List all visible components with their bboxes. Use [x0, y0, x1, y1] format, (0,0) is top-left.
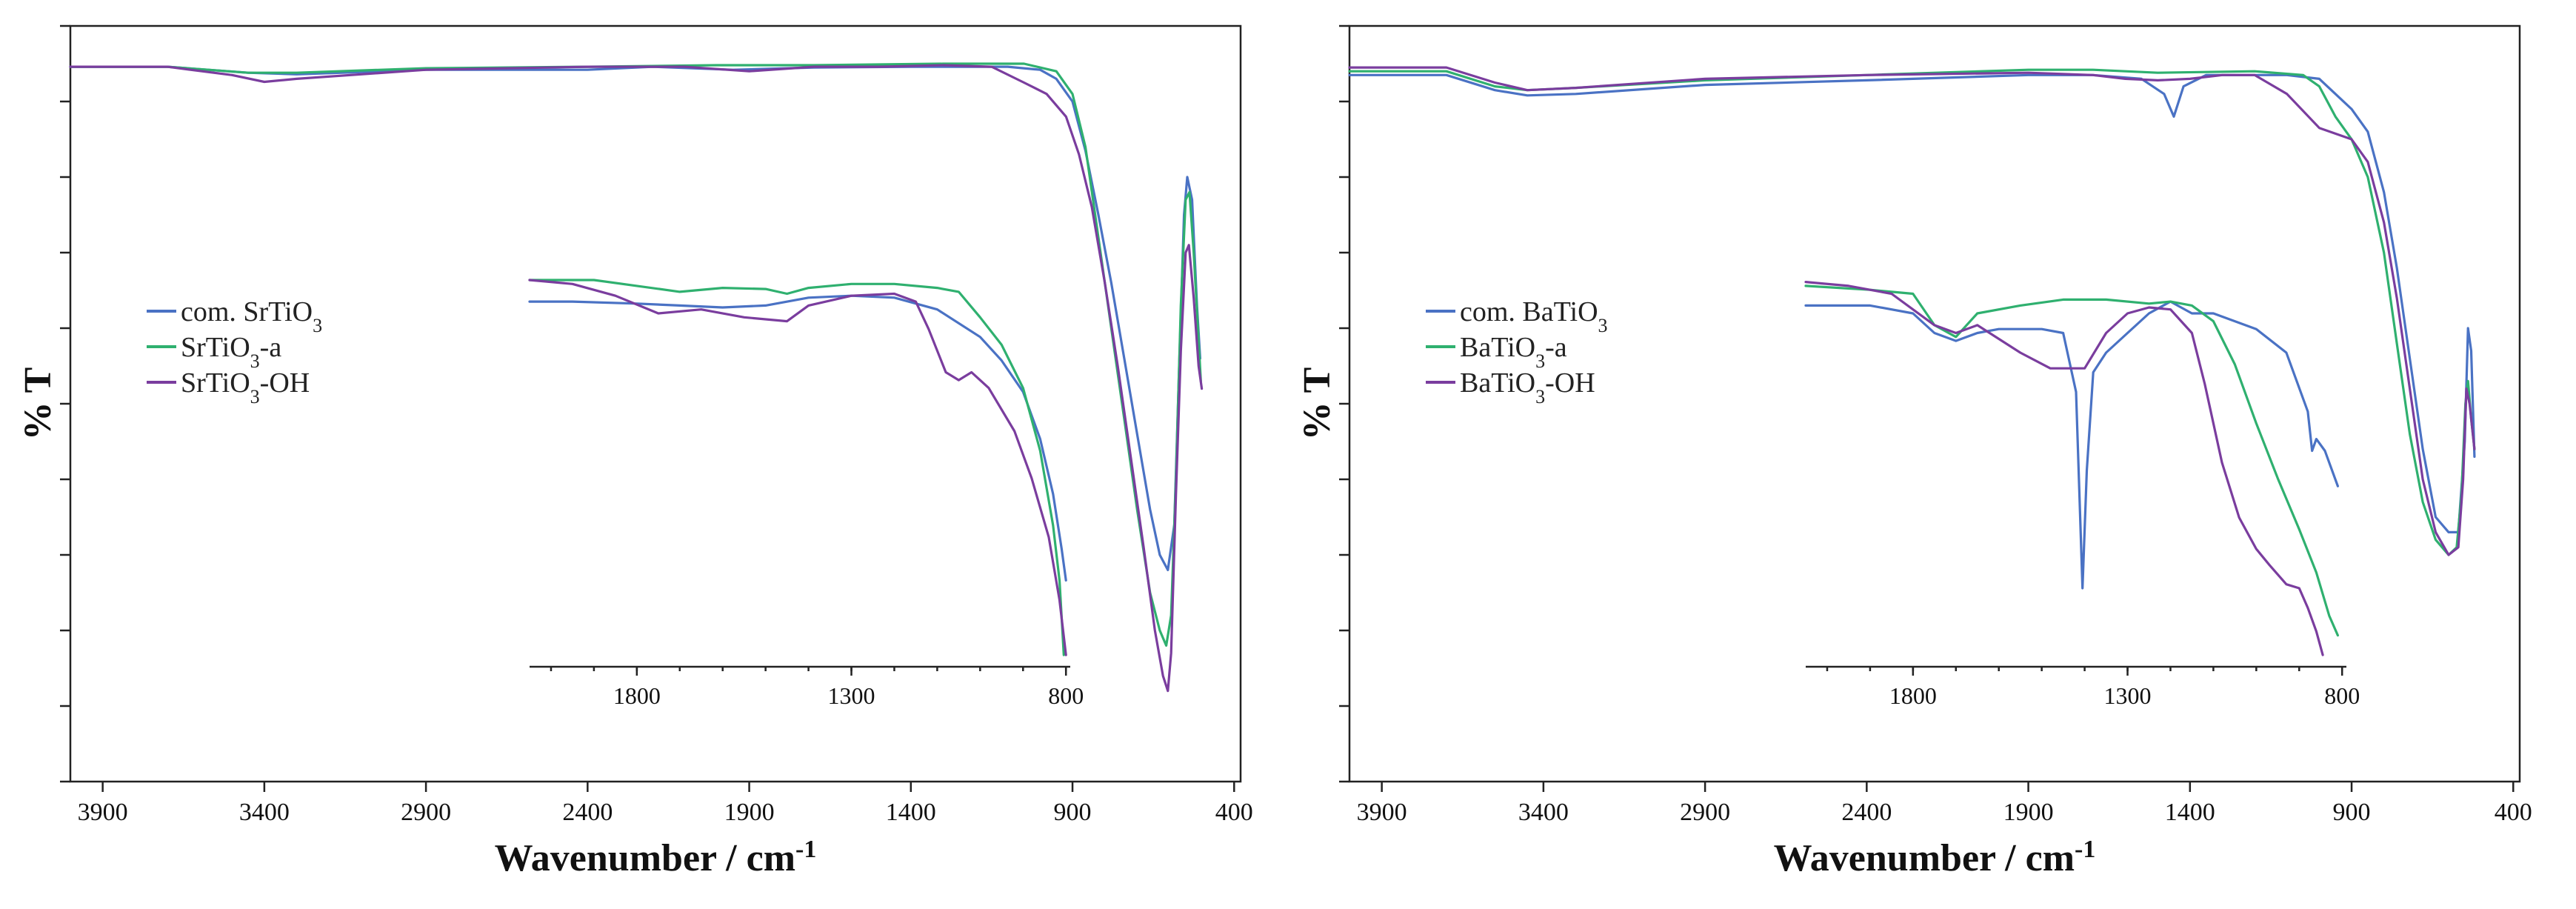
left-inset-series-1-line — [528, 294, 1067, 582]
left-x-tick-label: 900 — [1054, 799, 1092, 826]
right-series-1-line — [1348, 73, 2476, 533]
left-legend-label-3: SrTiO3-OH — [181, 367, 310, 407]
left-x-tick-label: 400 — [1215, 799, 1253, 826]
right-x-tick-label: 3900 — [1357, 799, 1407, 826]
left-x-tick-label: 1400 — [886, 799, 936, 826]
left-legend-label-2: SrTiO3-a — [181, 332, 281, 372]
right-x-tick-label: 2400 — [1841, 799, 1892, 826]
left-x-tick-label: 2400 — [562, 799, 613, 826]
left-x-tick-label: 3900 — [78, 799, 128, 826]
left-inset-series-3-line — [528, 279, 1067, 656]
left-x-axis-title: Wavenumber / cm-1 — [495, 836, 817, 880]
right-x-tick-label: 900 — [2333, 799, 2371, 826]
left-inset-x-tick-label: 800 — [1048, 682, 1084, 709]
left-inset-series-2-line — [528, 279, 1065, 656]
left-inset-x-tick-label: 1300 — [828, 682, 875, 709]
right-y-axis-title: % T — [1296, 367, 1338, 441]
left-inset: 1800 1300 800 — [528, 279, 1084, 709]
right-legend-label-1: com. BaTiO3 — [1460, 296, 1608, 336]
right-inset-x-tick-label: 1800 — [1889, 682, 1937, 709]
right-legend-label-2: BaTiO3-a — [1460, 332, 1567, 372]
right-inset-x-tick-label: 800 — [2324, 682, 2360, 709]
right-inset: 1800 1300 800 — [1804, 281, 2360, 709]
right-x-tick-label: 1400 — [2165, 799, 2215, 826]
right-inset-series-2-line — [1804, 284, 2339, 637]
right-inset-x-tick-label: 1300 — [2104, 682, 2152, 709]
right-legend-label-3: BaTiO3-OH — [1460, 367, 1595, 407]
right-x-tick-label: 3400 — [1518, 799, 1569, 826]
left-y-axis-title: % T — [17, 367, 59, 441]
left-x-tick-label: 3400 — [239, 799, 290, 826]
right-x-tick-label: 2900 — [1680, 799, 1730, 826]
right-x-tick-label: 400 — [2495, 799, 2532, 826]
right-inset-series-3-line — [1804, 281, 2324, 656]
left-chart-panel: 3900 3400 2900 2400 1900 1400 900 400 Wavenumber… — [17, 24, 1253, 880]
right-plot-frame — [1348, 24, 2521, 783]
left-legend-label-1: com. SrTiO3 — [181, 296, 322, 336]
right-x-axis-title: Wavenumber / cm-1 — [1774, 836, 2096, 880]
left-x-tick-label: 1900 — [724, 799, 775, 826]
right-x-tick-label: 1900 — [2003, 799, 2054, 826]
right-chart-panel: 3900 3400 2900 2400 1900 1400 900 400 Wavenumber… — [1296, 24, 2532, 880]
left-x-tick-label: 2900 — [401, 799, 451, 826]
right-series-3-line — [1348, 66, 2476, 556]
left-inset-x-tick-label: 1800 — [613, 682, 661, 709]
left-series-3-line — [69, 64, 1204, 693]
right-inset-series-1-line — [1804, 300, 2339, 590]
